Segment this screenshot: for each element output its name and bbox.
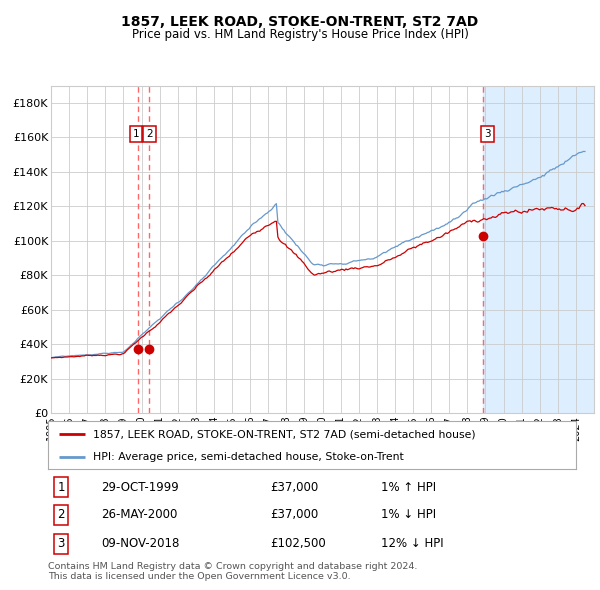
Text: 1% ↑ HPI: 1% ↑ HPI (380, 481, 436, 494)
Text: 1: 1 (133, 129, 140, 139)
Text: £37,000: £37,000 (270, 508, 318, 522)
Text: 29-OCT-1999: 29-OCT-1999 (101, 481, 179, 494)
Text: Contains HM Land Registry data © Crown copyright and database right 2024.
This d: Contains HM Land Registry data © Crown c… (48, 562, 418, 581)
Text: 2: 2 (146, 129, 153, 139)
Text: 3: 3 (484, 129, 491, 139)
Bar (483, 86, 600, 413)
Text: 12% ↓ HPI: 12% ↓ HPI (380, 537, 443, 550)
Text: 1% ↓ HPI: 1% ↓ HPI (380, 508, 436, 522)
Text: 1857, LEEK ROAD, STOKE-ON-TRENT, ST2 7AD: 1857, LEEK ROAD, STOKE-ON-TRENT, ST2 7AD (121, 15, 479, 29)
Text: Price paid vs. HM Land Registry's House Price Index (HPI): Price paid vs. HM Land Registry's House … (131, 28, 469, 41)
Text: 1857, LEEK ROAD, STOKE-ON-TRENT, ST2 7AD (semi-detached house): 1857, LEEK ROAD, STOKE-ON-TRENT, ST2 7AD… (93, 429, 476, 439)
Text: 2: 2 (58, 508, 65, 522)
Text: £37,000: £37,000 (270, 481, 318, 494)
Text: HPI: Average price, semi-detached house, Stoke-on-Trent: HPI: Average price, semi-detached house,… (93, 452, 404, 462)
Text: 3: 3 (58, 537, 65, 550)
Text: 26-MAY-2000: 26-MAY-2000 (101, 508, 177, 522)
Text: £102,500: £102,500 (270, 537, 326, 550)
Text: 09-NOV-2018: 09-NOV-2018 (101, 537, 179, 550)
Text: 1: 1 (58, 481, 65, 494)
